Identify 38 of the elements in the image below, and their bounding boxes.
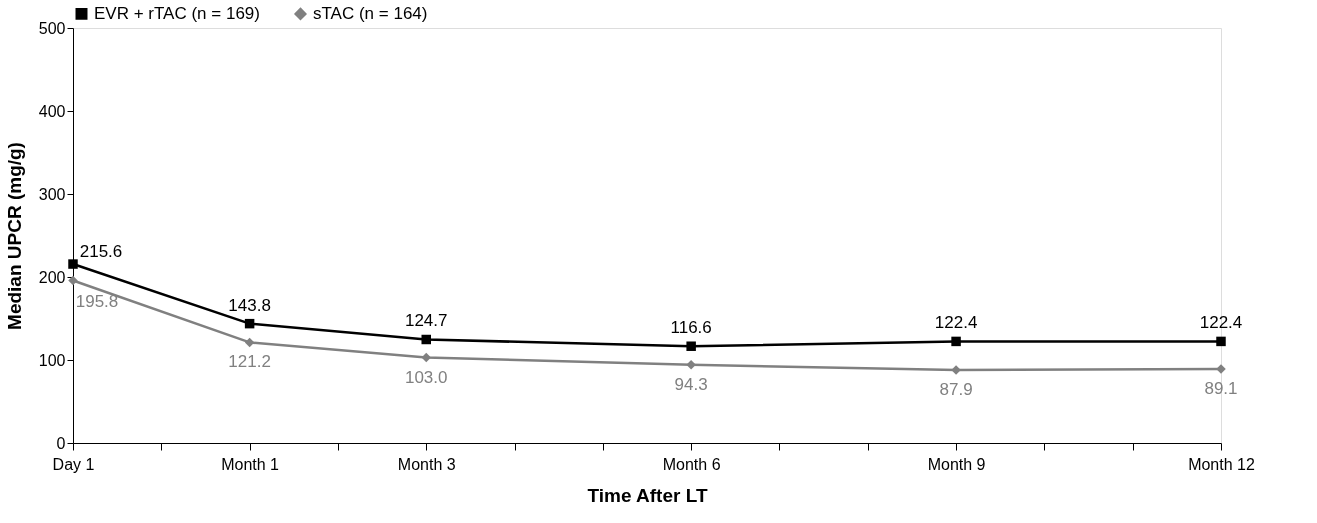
data-label: 121.2 [228, 352, 271, 372]
x-tick-label: Month 12 [1188, 455, 1255, 473]
y-axis-title: Median UPCR (mg/g) [3, 142, 25, 330]
data-label: 89.1 [1204, 379, 1238, 399]
point [68, 259, 78, 269]
point [686, 359, 696, 370]
x-tick-label: Month 9 [927, 455, 986, 473]
y-tick-label: 100 [38, 351, 66, 369]
point [951, 336, 961, 347]
data-label: 94.3 [674, 374, 708, 394]
data-label: 143.8 [228, 295, 271, 315]
data-label: 122.4 [934, 313, 978, 333]
data-label: 195.8 [75, 292, 119, 312]
data-label: 122.4 [1199, 313, 1243, 333]
data-label: 215.6 [79, 242, 123, 262]
x-axis-title: Time After LT [587, 484, 708, 506]
point [1216, 336, 1226, 347]
y-tick-label: 0 [56, 434, 66, 452]
point [421, 334, 431, 345]
point [244, 337, 255, 348]
data-label: 103.0 [404, 367, 448, 387]
point [421, 352, 431, 363]
y-tick-label: 400 [38, 102, 66, 120]
legend-label: sTAC (n = 164) [313, 3, 428, 23]
x-tick-label: Month 3 [397, 455, 456, 473]
x-tick-label: Month 6 [662, 455, 721, 473]
legend-label: EVR + rTAC (n = 169) [94, 3, 260, 23]
y-tick-label: 300 [38, 185, 66, 203]
data-label: 87.9 [939, 380, 973, 400]
point [686, 341, 696, 351]
point [244, 318, 255, 329]
x-tick-label: Day 1 [52, 455, 95, 473]
y-tick-label: 500 [38, 19, 66, 37]
x-tick-label: Month 1 [221, 455, 280, 473]
data-label: 124.7 [404, 311, 448, 331]
data-label: 116.6 [670, 318, 712, 338]
y-tick-label: 200 [38, 268, 66, 286]
point [68, 275, 78, 286]
